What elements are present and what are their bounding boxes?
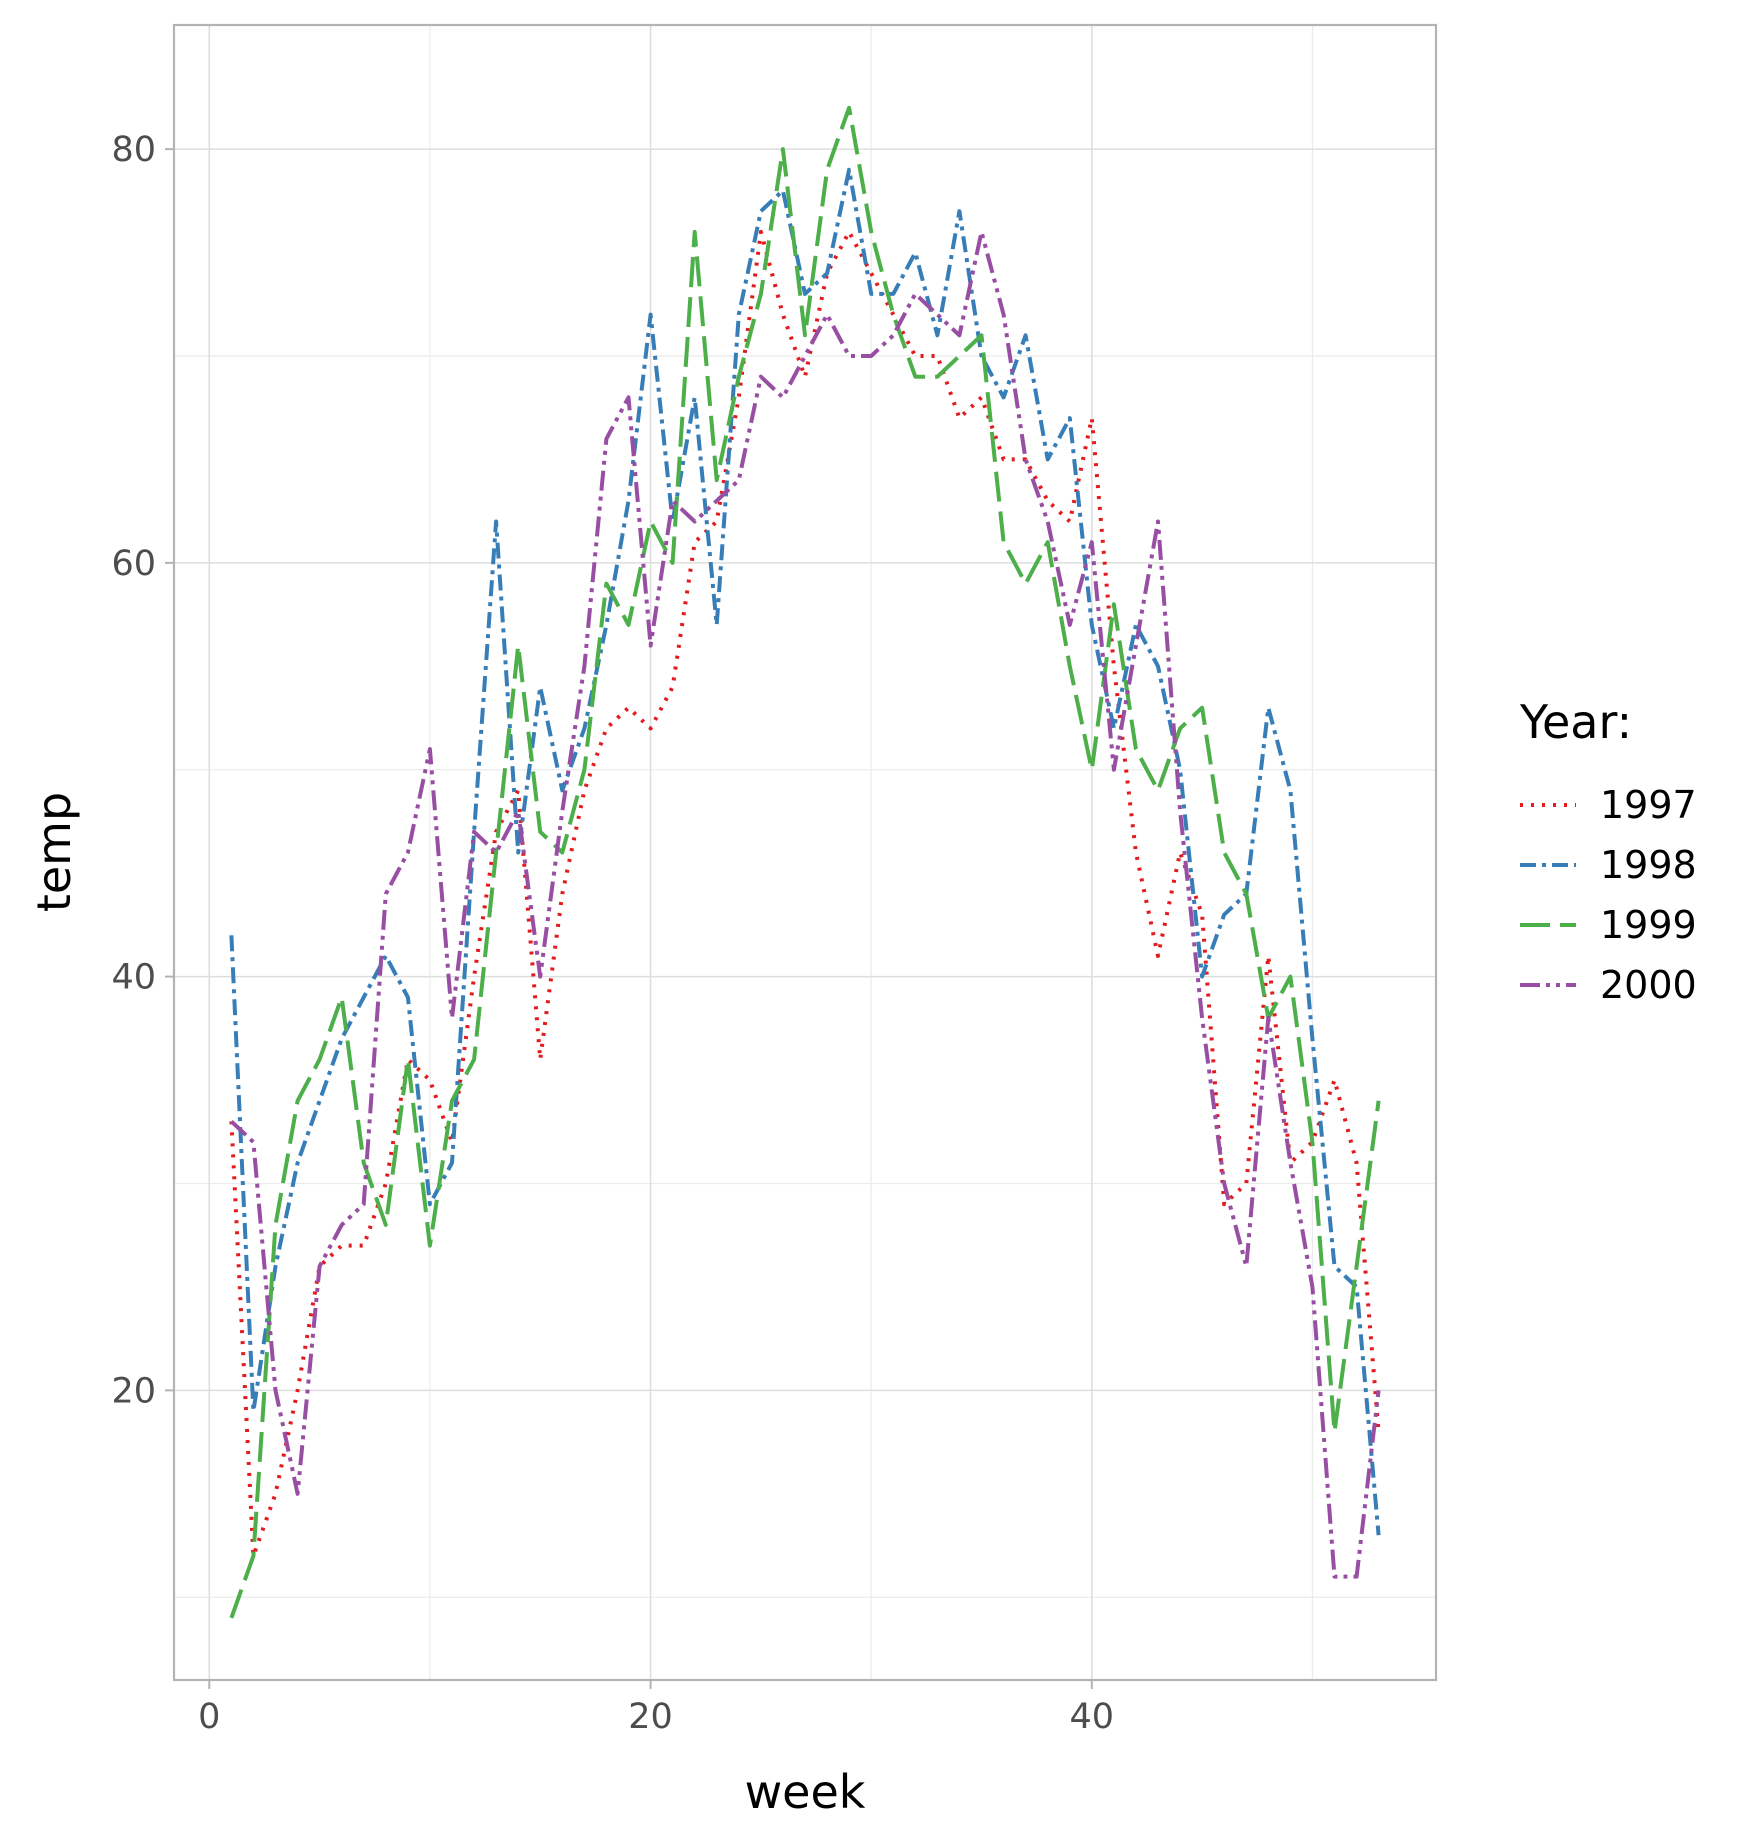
legend-label-1999: 1999 bbox=[1600, 903, 1697, 947]
y-tick-label: 40 bbox=[111, 958, 156, 998]
y-tick-label: 80 bbox=[111, 130, 156, 170]
legend-title: Year: bbox=[1519, 695, 1632, 749]
minor-gridlines bbox=[174, 25, 1436, 1680]
x-axis-title: week bbox=[745, 1765, 866, 1819]
x-tick-label: 0 bbox=[198, 1697, 220, 1737]
y-axis-title: temp bbox=[27, 792, 81, 912]
x-axis-ticks: 0 20 40 bbox=[198, 1680, 1114, 1737]
x-tick-label: 40 bbox=[1070, 1697, 1115, 1737]
legend-label-1997: 1997 bbox=[1600, 783, 1697, 827]
series-line-1998 bbox=[229, 167, 1381, 1536]
x-tick-label: 20 bbox=[628, 1697, 673, 1737]
y-tick-label: 20 bbox=[111, 1371, 156, 1411]
y-axis-ticks: 20 40 60 80 bbox=[111, 130, 174, 1411]
series-line-2000 bbox=[230, 229, 1381, 1579]
series-line-1999 bbox=[229, 105, 1381, 1619]
plot-panel-background bbox=[174, 25, 1436, 1680]
legend-label-2000: 2000 bbox=[1600, 963, 1697, 1007]
plot-panel-border bbox=[172, 23, 1438, 1682]
legend-label-1998: 1998 bbox=[1600, 843, 1697, 887]
y-tick-label: 60 bbox=[111, 544, 156, 584]
legend: Year: 1997 1998 1999 2000 bbox=[1519, 695, 1697, 1007]
series-lines bbox=[229, 105, 1381, 1619]
major-gridlines bbox=[174, 25, 1436, 1680]
